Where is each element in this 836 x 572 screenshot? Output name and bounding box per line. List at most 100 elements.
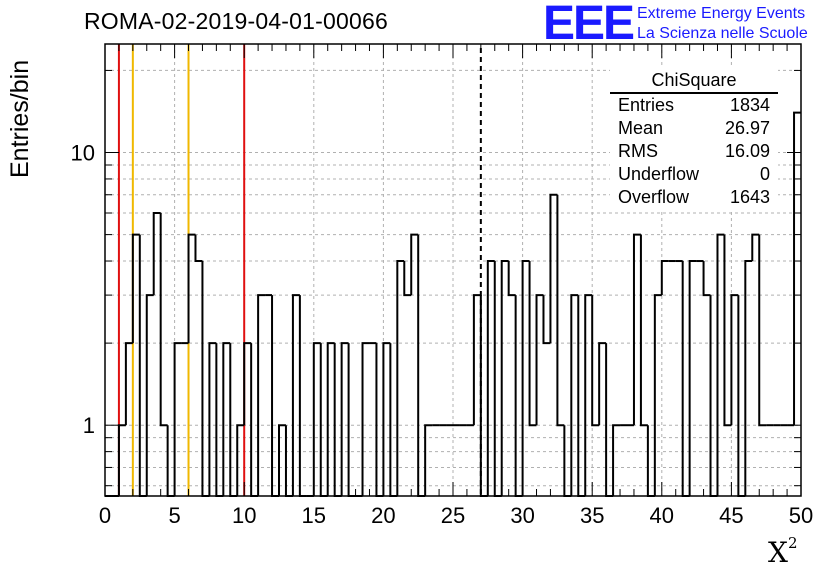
x-tick-label: 15 <box>302 503 326 528</box>
histogram-bin <box>347 343 356 497</box>
y-axis-label: Entries/bin <box>6 59 34 178</box>
stats-value: 0 <box>759 164 770 184</box>
histogram-bin <box>291 294 300 496</box>
histogram-bin <box>201 261 210 497</box>
histogram-bin <box>396 260 405 496</box>
histogram-bin <box>709 295 718 497</box>
histogram-bin <box>514 295 523 497</box>
histogram-bin <box>375 343 384 497</box>
x-tick-label: 25 <box>441 503 465 528</box>
histogram-bin <box>716 233 725 496</box>
stats-label: Mean <box>618 118 664 138</box>
histogram-bin <box>138 234 147 497</box>
histogram-bin <box>410 233 419 296</box>
x-tick-label: 40 <box>650 503 674 528</box>
histogram-bin <box>361 342 370 496</box>
y-tick-labels: 1 10 <box>71 141 95 439</box>
histogram-bin <box>751 233 760 262</box>
histogram-bin <box>744 260 753 496</box>
histogram-bin <box>243 342 252 426</box>
histogram-bin <box>528 261 537 427</box>
x-tick-label: 30 <box>510 503 534 528</box>
x-tick-label: 0 <box>99 503 111 528</box>
histogram-bin <box>584 294 593 496</box>
axis-ticks <box>104 44 802 496</box>
histogram-bin <box>194 234 203 263</box>
histogram-bin <box>493 261 502 497</box>
x-tick-label: 20 <box>371 503 395 528</box>
histogram-bin <box>152 212 161 296</box>
histogram-bin <box>124 342 133 426</box>
histogram-bin <box>417 234 426 497</box>
stats-row-rms: RMS 16.09 <box>610 140 778 163</box>
histogram-bin <box>632 233 641 426</box>
histogram-bin <box>688 260 697 496</box>
histogram-bin <box>758 234 767 427</box>
histogram-bin <box>549 193 558 344</box>
histogram-bin <box>340 342 349 496</box>
histogram-bin <box>319 343 328 497</box>
histogram-bin <box>570 294 579 496</box>
x-tick-label: 35 <box>580 503 604 528</box>
histogram-bin <box>424 424 433 496</box>
histogram-bin <box>278 424 286 496</box>
stats-label: RMS <box>618 141 658 161</box>
histogram-bin <box>730 294 739 426</box>
histogram-bin <box>389 343 398 497</box>
histogram-bin <box>681 261 690 497</box>
histogram-bin <box>236 424 245 496</box>
stats-label: Entries <box>618 95 675 115</box>
histogram-bin <box>479 295 488 497</box>
x-axis-label: X2 <box>768 534 798 569</box>
eee-logo-text: Extreme Energy Events La Scienza nelle S… <box>637 4 808 44</box>
histogram-bin <box>403 261 412 297</box>
stats-label: Overflow <box>618 187 690 207</box>
stats-value: 1834 <box>729 95 770 115</box>
histogram-bin <box>535 294 544 426</box>
histogram-bin <box>187 233 196 344</box>
histogram-bin <box>472 294 481 426</box>
histogram-bin <box>486 260 495 496</box>
histogram-bin <box>542 295 551 345</box>
histogram-bin <box>653 294 662 496</box>
histogram-bin <box>591 295 600 427</box>
stats-value: 26.97 <box>724 118 770 138</box>
histogram-bin <box>639 234 648 427</box>
stats-box: ChiSquare Entries 1834 Mean 26.97 RMS 16.09… <box>610 66 778 209</box>
histogram-bin <box>702 261 711 297</box>
stats-row-entries: Entries 1834 <box>610 94 778 117</box>
histogram-bin <box>222 342 231 496</box>
histogram-bin <box>605 343 614 497</box>
histogram-bin <box>173 342 182 496</box>
chart-title: ROMA-02-2019-04-01-00066 <box>84 8 388 34</box>
histogram-bin <box>271 295 279 497</box>
histogram-bin <box>598 342 607 426</box>
stats-value: 16.09 <box>724 141 770 161</box>
histogram-bin <box>208 342 217 496</box>
stats-row-underflow: Underflow 0 <box>610 163 778 186</box>
histogram-bin <box>159 213 168 427</box>
stats-value: 1643 <box>729 187 770 207</box>
histogram-bin <box>145 294 154 496</box>
x-axis-label-symbol: X <box>768 536 788 569</box>
histogram-bin <box>507 261 516 297</box>
stats-row-mean: Mean 26.97 <box>610 117 778 140</box>
eee-logo: EEE <box>543 0 635 50</box>
histogram-bin <box>250 343 259 497</box>
stats-row-overflow: Overflow 1643 <box>610 186 778 209</box>
histogram-bin <box>723 234 732 427</box>
histogram-bin <box>229 343 238 497</box>
histogram-bin <box>131 233 140 344</box>
x-tick-label: 5 <box>168 503 180 528</box>
histogram-bin <box>333 343 342 497</box>
x-tick-label: 10 <box>232 503 256 528</box>
x-tick-label: 50 <box>789 503 813 528</box>
stats-title: ChiSquare <box>610 66 778 94</box>
histogram-bin <box>257 294 266 496</box>
x-axis-label-exponent: 2 <box>787 534 798 552</box>
histogram-bin <box>312 342 321 496</box>
histogram-bin <box>521 260 530 496</box>
histogram-bin <box>298 295 307 497</box>
logo-line-1: Extreme Energy Events <box>637 5 806 22</box>
